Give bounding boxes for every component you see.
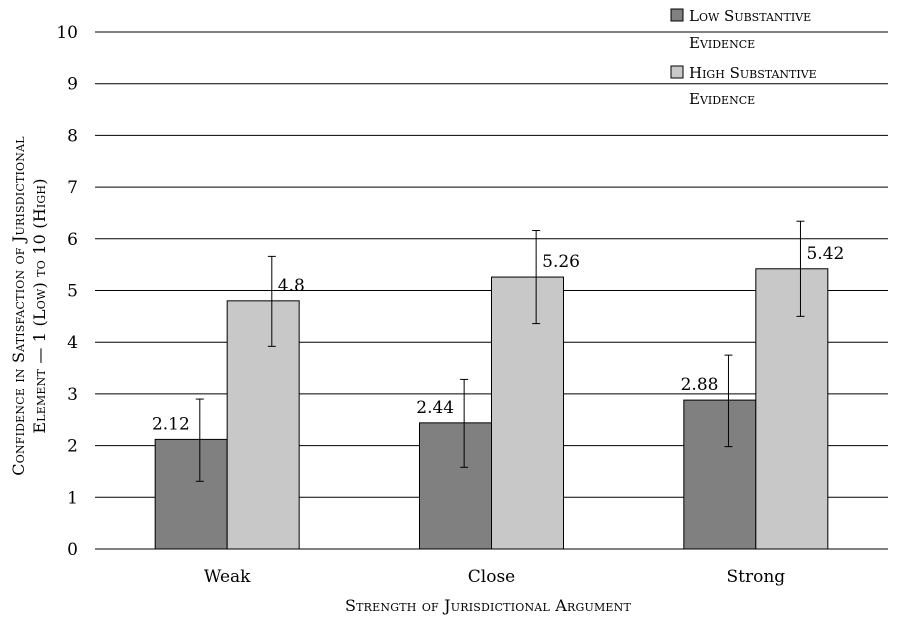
data-label: 2.88 (681, 375, 719, 395)
x-category-label: Close (468, 567, 515, 587)
x-axis-categories: Weak Close Strong (204, 567, 785, 587)
bar-low-close (419, 422, 492, 550)
x-axis-title: Strength of Jurisdictional Argument (345, 596, 631, 615)
y-tick-label: 8 (67, 126, 78, 146)
bar-high-strong (755, 268, 829, 550)
legend-label-low-line-2: Evidence (689, 34, 755, 52)
y-axis-title-line-2: Element — 1 (Low) to 10 (High) (30, 178, 49, 433)
legend: Low Substantive Evidence High Substantiv… (670, 7, 817, 108)
bar-low-weak (154, 438, 228, 550)
y-tick-label: 3 (67, 385, 78, 405)
error-bars (195, 220, 805, 482)
y-tick-label: 1 (67, 488, 78, 508)
data-label: 2.44 (416, 398, 454, 418)
y-tick-label: 6 (67, 230, 78, 250)
y-tick-label: 7 (67, 178, 78, 198)
y-axis-title: Confidence in Satisfaction of Jurisdicti… (9, 136, 49, 476)
y-axis-title-line-1: Confidence in Satisfaction of Jurisdicti… (9, 136, 28, 476)
legend-label-high-line-2: Evidence (689, 90, 755, 108)
bars (154, 268, 829, 550)
y-tick-label: 2 (67, 437, 78, 457)
y-tick-label: 5 (67, 282, 78, 302)
data-label: 2.12 (152, 414, 190, 434)
bar-low-strong (683, 399, 757, 550)
bar-high-weak (226, 300, 300, 550)
y-axis-ticks: 0 1 2 3 4 5 6 7 8 9 10 (56, 23, 78, 560)
legend-swatch-low (670, 8, 684, 22)
data-label: 4.8 (278, 276, 305, 296)
y-tick-label: 0 (67, 540, 78, 560)
legend-label-low-line-1: Low Substantive (689, 7, 811, 25)
y-tick-label: 10 (56, 23, 78, 43)
legend-swatch-high (670, 65, 684, 79)
bar-high-close (491, 276, 564, 550)
data-label: 5.26 (542, 252, 580, 272)
data-label: 5.42 (806, 244, 844, 264)
y-tick-label: 9 (67, 75, 78, 95)
data-labels: 2.12 4.8 2.44 5.26 2.88 5.42 (152, 244, 844, 435)
y-tick-label: 4 (67, 333, 78, 353)
x-category-label: Weak (204, 567, 251, 587)
legend-label-high-line-1: High Substantive (689, 64, 817, 82)
x-category-label: Strong (726, 567, 785, 587)
